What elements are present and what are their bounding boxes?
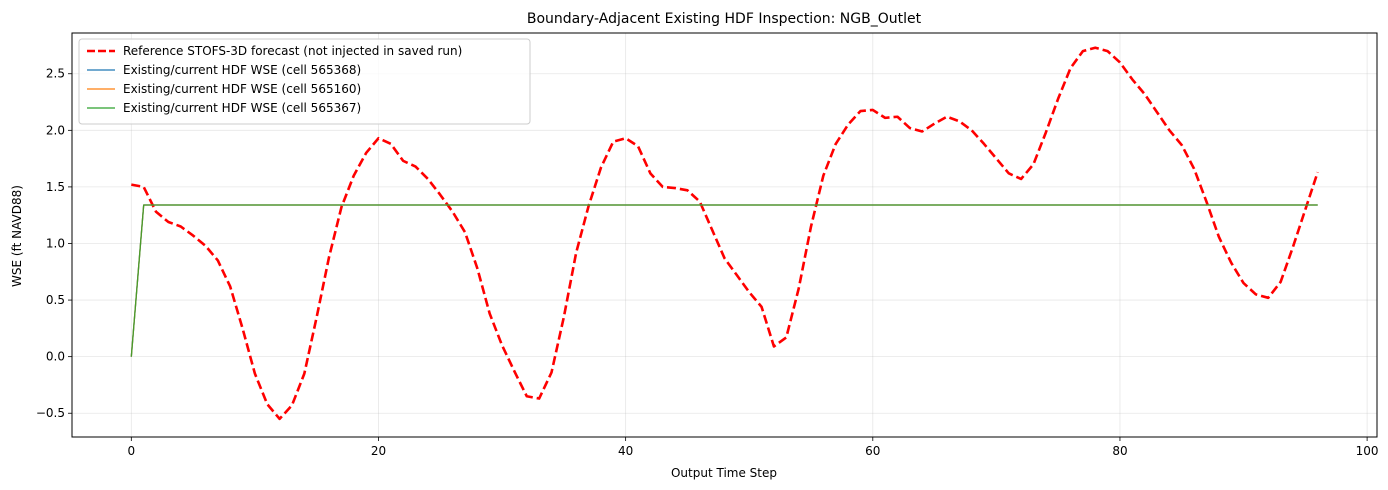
series-line-4 [130, 204, 1318, 357]
y-tick-label: 1.0 [46, 236, 65, 250]
y-tick-label: 1.5 [46, 180, 65, 194]
legend-label-1: Reference STOFS-3D forecast (not injecte… [123, 44, 462, 58]
legend: Reference STOFS-3D forecast (not injecte… [78, 38, 531, 125]
legend-label-2: Existing/current HDF WSE (cell 565368) [123, 63, 361, 77]
x-tick-label: 0 [127, 444, 135, 458]
axis-ticks: 0 20 40 60 80 100 −0.5 0.0 0.5 1.0 1.5 2.0 2.5 [36, 67, 1379, 458]
series-line-1 [131, 46, 1319, 421]
x-tick-label: 40 [618, 444, 633, 458]
y-tick-label: 0.0 [46, 350, 65, 364]
legend-label-4: Existing/current HDF WSE (cell 565367) [123, 101, 361, 115]
grid [72, 33, 1377, 437]
x-tick-label: 80 [1112, 444, 1127, 458]
x-tick-label: 20 [371, 444, 386, 458]
chart-title: Boundary-Adjacent Existing HDF Inspectio… [527, 11, 922, 27]
x-tick-label: 60 [865, 444, 880, 458]
y-tick-label: 2.5 [46, 67, 65, 81]
y-tick-label: 0.5 [46, 293, 65, 307]
y-axis-label: WSE (ft NAVD88) [10, 185, 24, 287]
plot-frame [71, 32, 1378, 438]
y-tick-label: 2.0 [46, 123, 65, 137]
y-tick-label: −0.5 [36, 406, 65, 420]
legend-box [78, 38, 531, 125]
x-tick-label: 100 [1356, 444, 1379, 458]
x-axis-label: Output Time Step [671, 466, 777, 480]
plot-series [130, 46, 1319, 421]
legend-label-3: Existing/current HDF WSE (cell 565160) [123, 82, 361, 96]
